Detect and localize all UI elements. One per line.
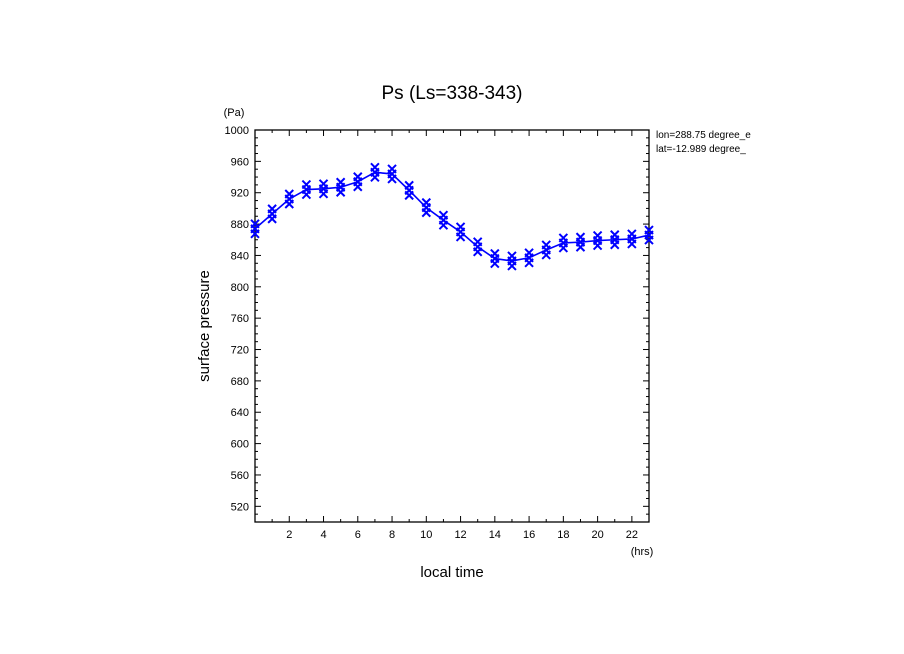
- x-tick-label: 8: [389, 529, 395, 541]
- data-point-marker: [250, 229, 260, 239]
- x-tick-label: 10: [420, 529, 432, 541]
- y-tick-label: 640: [231, 407, 249, 419]
- data-point-marker: [335, 187, 346, 197]
- data-point-marker: [524, 258, 534, 268]
- y-axis-unit: (Pa): [224, 107, 245, 119]
- latitude-annotation: lat=-12.989 degree_: [656, 144, 746, 155]
- y-tick-label: 680: [231, 376, 249, 388]
- data-point-marker: [575, 242, 586, 252]
- data-point-marker: [370, 172, 380, 183]
- data-point-marker: [507, 261, 517, 271]
- x-axis-label: local time: [420, 564, 483, 581]
- x-tick-label: 12: [454, 529, 466, 541]
- y-tick-label: 800: [231, 282, 249, 294]
- x-tick-label: 14: [489, 529, 501, 541]
- data-point-marker: [404, 190, 414, 201]
- data-point-marker: [472, 247, 483, 257]
- x-tick-label: 18: [557, 529, 569, 541]
- y-tick-label: 600: [231, 439, 249, 451]
- data-point-marker: [610, 240, 620, 250]
- y-tick-label: 920: [231, 188, 249, 200]
- y-tick-label: 1000: [225, 125, 249, 137]
- series-line: [254, 171, 650, 262]
- x-tick-label: 4: [320, 529, 326, 541]
- x-tick-label: 20: [591, 529, 603, 541]
- x-tick-label: 6: [355, 529, 361, 541]
- x-tick-label: 2: [286, 529, 292, 541]
- data-point-marker: [387, 174, 397, 184]
- x-tick-label: 16: [523, 529, 535, 541]
- data-point-marker: [421, 207, 432, 218]
- data-point-marker: [541, 250, 551, 260]
- data-point-marker: [627, 239, 637, 249]
- data-point-marker: [644, 235, 654, 245]
- y-tick-label: 520: [231, 501, 249, 513]
- chart-title: Ps (Ls=338-343): [382, 83, 523, 104]
- data-point-marker: [438, 220, 449, 230]
- data-point-marker: [490, 258, 500, 269]
- longitude-annotation: lon=288.75 degree_e: [656, 130, 751, 141]
- data-point-marker: [455, 232, 466, 242]
- y-tick-label: 760: [231, 313, 249, 325]
- y-tick-label: 840: [231, 250, 249, 262]
- y-tick-label: 880: [231, 219, 249, 231]
- data-point-marker: [353, 182, 363, 192]
- y-tick-label: 960: [231, 156, 249, 168]
- y-tick-label: 560: [231, 470, 249, 482]
- data-point-marker: [267, 214, 277, 224]
- plot-area: 2 4 6 8 10 12 14 16 18 20 22 520 560 600 640 680 720 760 8…: [225, 125, 654, 541]
- data-point-marker: [301, 189, 312, 200]
- x-axis-unit: (hrs): [631, 546, 654, 558]
- y-axis-label: surface pressure: [196, 270, 213, 382]
- x-tick-label: 22: [626, 529, 638, 541]
- data-point-marker: [284, 199, 294, 209]
- data-point-marker: [318, 189, 329, 199]
- data-point-marker: [558, 243, 569, 253]
- y-tick-label: 720: [231, 345, 249, 357]
- data-point-marker: [592, 240, 603, 251]
